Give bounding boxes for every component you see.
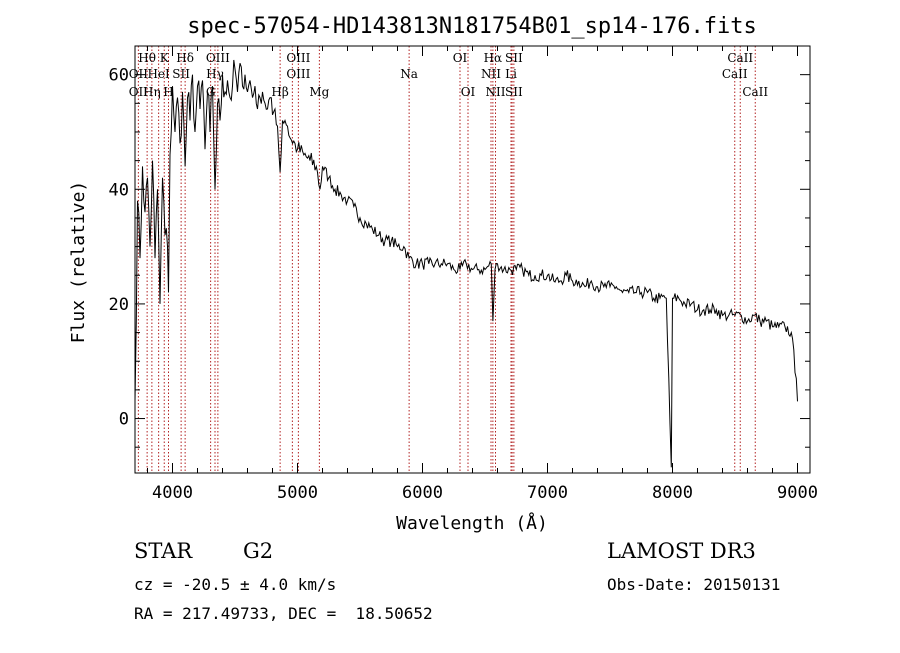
line-label-mid-1: HeI: [147, 67, 170, 81]
y-tick-label-0: 0: [119, 410, 129, 430]
coordinates: RA = 217.49733, DEC = 18.50652: [134, 604, 433, 623]
line-label-mid-0: OII: [129, 67, 149, 81]
line-label-top-6: Hα: [484, 51, 503, 65]
y-tick-label-2: 40: [109, 180, 129, 200]
line-label-low-2: H: [163, 85, 173, 99]
line-label-low-1: Hη: [143, 85, 161, 99]
redshift-text: cz = -20.5 ± 4.0 km/s: [134, 575, 337, 594]
y-tick-label-1: 20: [109, 295, 129, 315]
line-label-mid-2: SII: [172, 67, 190, 81]
line-label-low-3: G: [206, 85, 216, 99]
spectral-line-markers: [137, 46, 756, 473]
x-tick-label-1: 5000: [277, 483, 318, 503]
axes: 4000 5000 6000 7000 8000 9000 0 20 40 60: [109, 45, 818, 503]
line-label-mid-3: Hγ: [206, 67, 224, 81]
line-label-top-7: SII: [505, 51, 523, 65]
line-label-top-1: K: [160, 51, 170, 65]
line-label-low-0: OII: [129, 85, 149, 99]
line-label-top-5: OI: [453, 51, 468, 65]
x-tick-label-5: 9000: [777, 483, 818, 503]
line-label-top-0: Hθ: [138, 51, 156, 65]
line-label-low-6: OI: [461, 85, 476, 99]
line-label-top-4: OIII: [286, 51, 310, 65]
y-axis-label: Flux (relative): [68, 181, 89, 344]
line-label-low-4: Hβ: [271, 85, 288, 99]
object-class: STAR: [134, 539, 193, 563]
line-label-low-5: Mg: [309, 85, 329, 99]
line-label-low-7: NII: [486, 85, 506, 99]
obs-date: Obs-Date: 20150131: [607, 575, 781, 594]
chart-title: spec-57054-HD143813N181754B01_sp14-176.f…: [187, 14, 757, 39]
x-tick-label-2: 6000: [402, 483, 443, 503]
line-label-top-2: Hδ: [176, 51, 194, 65]
x-tick-label-4: 8000: [652, 483, 693, 503]
line-label-low-8: SII: [505, 85, 523, 99]
line-label-mid-6: NII: [481, 67, 501, 81]
line-label-mid-7: Li: [505, 67, 517, 81]
y-tick-label-3: 60: [109, 66, 129, 86]
survey-name: LAMOST DR3: [607, 539, 756, 563]
plot-frame: [134, 45, 811, 474]
x-axis-label: Wavelength (Å): [396, 512, 548, 534]
line-label-top-8: CaII: [727, 51, 753, 65]
line-label-top-3: OIII: [206, 51, 230, 65]
line-label-mid-4: OIII: [286, 67, 310, 81]
spectrum-line-0: [134, 59, 798, 468]
line-label-low-9: CaII: [742, 85, 768, 99]
object-subclass: G2: [243, 539, 274, 563]
x-tick-label-0: 4000: [152, 483, 193, 503]
line-label-mid-8: CaII: [722, 67, 748, 81]
x-tick-label-3: 7000: [527, 483, 568, 503]
spectrum-series: [134, 59, 798, 468]
line-label-mid-5: Na: [400, 67, 418, 81]
